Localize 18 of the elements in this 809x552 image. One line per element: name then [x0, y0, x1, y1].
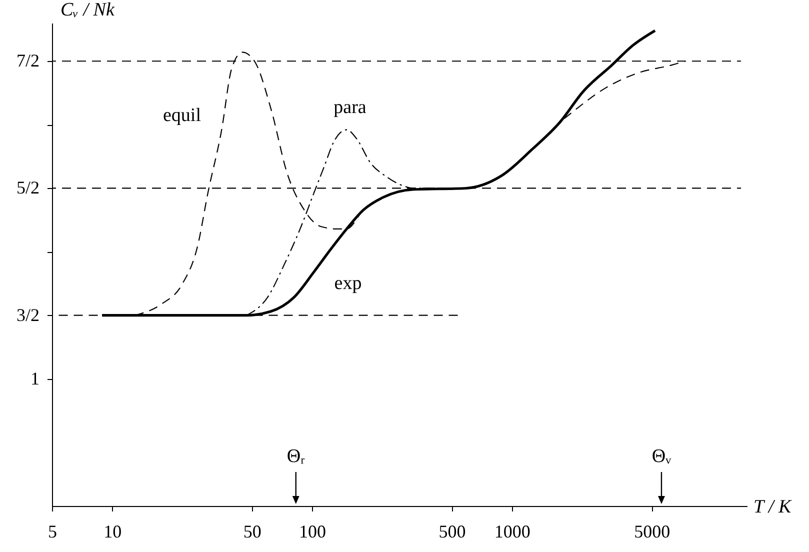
annotation: exp [334, 273, 362, 294]
y-axis-title: Cᵥ / Nk [60, 0, 115, 20]
annotation: equil [163, 105, 201, 126]
x-tick-label: 500 [438, 522, 466, 542]
y-tick-label: 5/2 [16, 178, 40, 198]
ref-line-label: Θᵥ [652, 446, 672, 467]
x-tick-label: 5 [48, 522, 57, 542]
x-tick-label: 5000 [634, 522, 670, 542]
x-tick-label: 1000 [494, 522, 530, 542]
annotation: para [334, 97, 367, 118]
y-tick-label: 3/2 [16, 304, 40, 325]
y-tick-label: 7/2 [16, 50, 40, 71]
x-tick-label: 10 [104, 522, 122, 542]
x-axis-title: T / K [754, 496, 792, 518]
ref-line-label: Θᵣ [286, 446, 305, 467]
y-tick-label: 1 [30, 368, 40, 388]
x-tick-label: 50 [243, 522, 262, 542]
x-tick-label: 100 [299, 522, 326, 542]
